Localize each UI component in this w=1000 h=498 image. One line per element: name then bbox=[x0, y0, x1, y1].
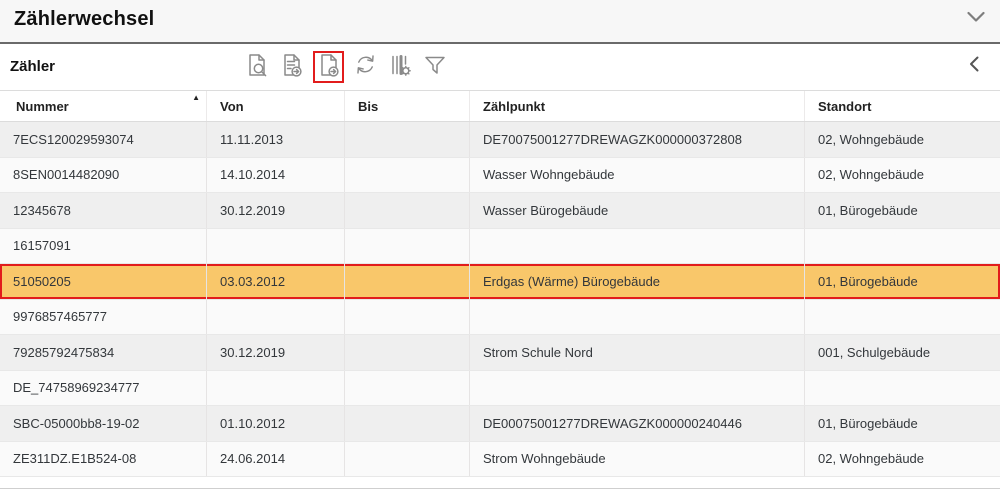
page-header: Zählerwechsel bbox=[0, 0, 1000, 44]
cell-zaehlpunkt: DE70075001277DREWAGZK000000372808 bbox=[470, 122, 805, 157]
cell-von: 30.12.2019 bbox=[207, 335, 345, 370]
cell-zaehlpunkt: Erdgas (Wärme) Bürogebäude bbox=[470, 264, 805, 299]
table-row[interactable]: SBC-05000bb8-19-02 01.10.2012 DE00075001… bbox=[0, 406, 1000, 442]
toolbar-button-document-remove[interactable] bbox=[313, 51, 344, 83]
cell-bis bbox=[345, 406, 470, 441]
table-row[interactable]: 7ECS120029593074 11.11.2013 DE7007500127… bbox=[0, 122, 1000, 158]
barcode-settings-icon bbox=[387, 52, 413, 83]
cell-von: 01.10.2012 bbox=[207, 406, 345, 441]
cell-bis bbox=[345, 370, 470, 405]
cell-zaehlpunkt bbox=[470, 228, 805, 263]
cell-von bbox=[207, 228, 345, 263]
cell-standort: 01, Bürogebäude bbox=[818, 202, 918, 218]
bottom-divider bbox=[0, 488, 1000, 489]
cell-nummer: 12345678 bbox=[0, 193, 207, 228]
cell-von bbox=[207, 299, 345, 334]
cell-nummer: 51050205 bbox=[0, 264, 207, 299]
cell-nummer: 79285792475834 bbox=[0, 335, 207, 370]
table-row[interactable]: 16157091 bbox=[0, 228, 1000, 264]
sort-ascending-icon: ▲ bbox=[192, 93, 200, 102]
table-row[interactable]: 79285792475834 30.12.2019 Strom Schule N… bbox=[0, 335, 1000, 371]
cell-zaehlpunkt: Wasser Wohngebäude bbox=[470, 157, 805, 192]
cell-von: 30.12.2019 bbox=[207, 193, 345, 228]
cell-standort bbox=[805, 229, 1000, 264]
column-label: Bis bbox=[358, 98, 379, 114]
cell-bis bbox=[345, 299, 470, 334]
table-row[interactable]: 8SEN0014482090 14.10.2014 Wasser Wohngeb… bbox=[0, 157, 1000, 193]
cell-zaehlpunkt: Wasser Bürogebäude bbox=[470, 193, 805, 228]
table-row[interactable]: 51050205 03.03.2012 Erdgas (Wärme) Bürog… bbox=[0, 264, 1000, 300]
toolbar-button-barcode-settings[interactable] bbox=[386, 52, 414, 82]
cell-von: 03.03.2012 bbox=[207, 264, 345, 299]
panel-header: Zähler bbox=[0, 44, 1000, 90]
cell-nummer: ZE311DZ.E1B524-08 bbox=[0, 441, 207, 476]
cell-zaehlpunkt bbox=[470, 370, 805, 405]
panel-collapse-button[interactable] bbox=[966, 56, 982, 77]
cell-zaehlpunkt: Strom Wohngebäude bbox=[470, 441, 805, 476]
refresh-icon bbox=[352, 51, 379, 83]
table-row[interactable]: 9976857465777 bbox=[0, 299, 1000, 335]
cell-nummer: SBC-05000bb8-19-02 bbox=[0, 406, 207, 441]
cell-von: 24.06.2014 bbox=[207, 441, 345, 476]
filter-icon bbox=[422, 52, 448, 83]
cell-nummer: 9976857465777 bbox=[0, 299, 207, 334]
cell-von: 11.11.2013 bbox=[207, 122, 345, 157]
cell-nummer: 8SEN0014482090 bbox=[0, 157, 207, 192]
cell-standort: 02, Wohngebäude bbox=[818, 167, 925, 183]
column-label: Standort bbox=[818, 98, 872, 114]
toolbar bbox=[243, 44, 449, 90]
panel-title: Zähler bbox=[10, 58, 56, 75]
column-header-standort[interactable]: Standort bbox=[805, 91, 1000, 121]
cell-standort: 01, Bürogebäude bbox=[818, 273, 918, 289]
page-title: Zählerwechsel bbox=[14, 8, 155, 30]
chevron-left-icon bbox=[969, 56, 979, 77]
column-header-zaehlpunkt[interactable]: Zählpunkt bbox=[470, 91, 805, 121]
toolbar-button-refresh[interactable] bbox=[351, 52, 379, 82]
cell-von bbox=[207, 370, 345, 405]
cell-standort bbox=[805, 300, 1000, 335]
column-header-bis[interactable]: Bis bbox=[345, 91, 470, 121]
cell-bis bbox=[345, 157, 470, 192]
column-header-nummer[interactable]: Nummer ▲ bbox=[0, 91, 207, 121]
cell-zaehlpunkt bbox=[470, 299, 805, 334]
cell-nummer: 16157091 bbox=[0, 228, 207, 263]
document-export-icon bbox=[279, 52, 305, 83]
cell-standort: 02, Wohngebäude bbox=[818, 131, 925, 147]
cell-zaehlpunkt: DE00075001277DREWAGZK000000240446 bbox=[470, 406, 805, 441]
toolbar-button-inspect-document[interactable] bbox=[243, 52, 271, 82]
cell-bis bbox=[345, 441, 470, 476]
cell-nummer: 7ECS120029593074 bbox=[0, 122, 207, 157]
toolbar-button-document-export[interactable] bbox=[278, 52, 306, 82]
column-label: Von bbox=[220, 98, 244, 114]
inspect-document-icon bbox=[244, 52, 270, 83]
table-body: 7ECS120029593074 11.11.2013 DE7007500127… bbox=[0, 122, 1000, 477]
cell-zaehlpunkt: Strom Schule Nord bbox=[470, 335, 805, 370]
cell-standort: 02, Wohngebäude bbox=[818, 451, 925, 467]
table-header-row: Nummer ▲ Von Bis Zählpunkt Standort bbox=[0, 90, 1000, 122]
cell-standort bbox=[805, 371, 1000, 406]
cell-standort: 01, Bürogebäude bbox=[818, 415, 918, 431]
chevron-down-icon bbox=[967, 10, 985, 28]
table-row[interactable]: 12345678 30.12.2019 Wasser Bürogebäude 0… bbox=[0, 193, 1000, 229]
table-row[interactable]: DE_74758969234777 bbox=[0, 370, 1000, 406]
column-label: Nummer bbox=[16, 98, 69, 114]
cell-standort: 001, Schulgebäude bbox=[818, 344, 931, 360]
page-collapse-button[interactable] bbox=[966, 9, 986, 29]
cell-bis bbox=[345, 193, 470, 228]
cell-nummer: DE_74758969234777 bbox=[0, 370, 207, 405]
cell-bis bbox=[345, 264, 470, 299]
cell-bis bbox=[345, 228, 470, 263]
table-row[interactable]: ZE311DZ.E1B524-08 24.06.2014 Strom Wohng… bbox=[0, 441, 1000, 477]
column-header-von[interactable]: Von bbox=[207, 91, 345, 121]
toolbar-button-filter[interactable] bbox=[421, 52, 449, 82]
cell-von: 14.10.2014 bbox=[207, 157, 345, 192]
column-label: Zählpunkt bbox=[483, 98, 546, 114]
document-remove-icon bbox=[316, 52, 342, 83]
cell-bis bbox=[345, 335, 470, 370]
cell-bis bbox=[345, 122, 470, 157]
